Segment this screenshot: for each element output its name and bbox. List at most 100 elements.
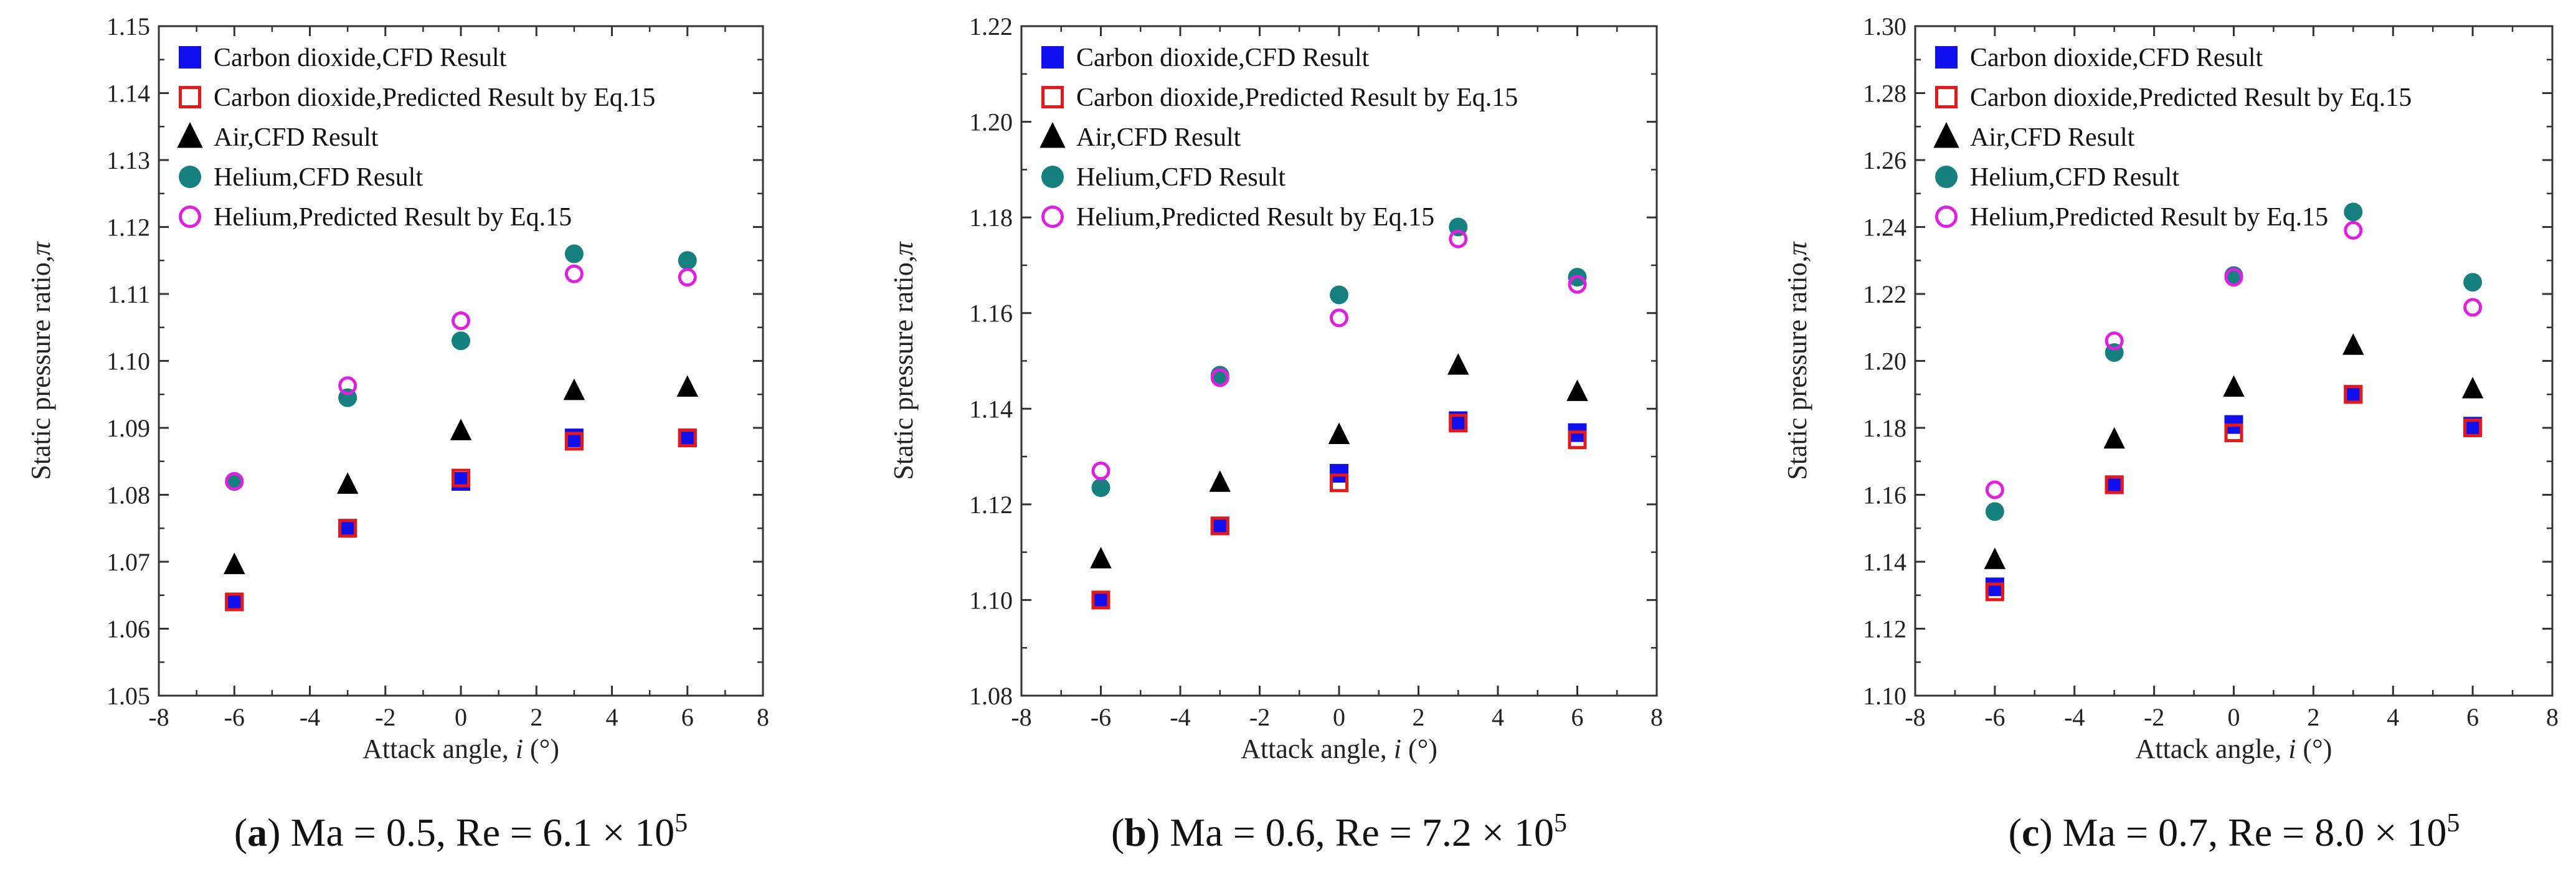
- data-point: [2105, 331, 2124, 351]
- x-tick-label: 0: [1333, 703, 1345, 731]
- data-point: [2223, 375, 2245, 397]
- data-point: [564, 264, 584, 283]
- x-tick-label: -4: [1170, 703, 1190, 731]
- data-point: [1568, 275, 1587, 294]
- x-tick-label: 6: [681, 703, 694, 731]
- legend-marker: [177, 121, 203, 148]
- series-4: [1091, 229, 1587, 481]
- x-axis-title: Attack angle, i (°): [1241, 734, 1437, 764]
- series-2: [224, 375, 698, 574]
- data-point: [1328, 422, 1350, 445]
- y-tick-label: 1.28: [1863, 80, 1906, 108]
- series-1: [1985, 385, 2483, 602]
- legend-marker: [1041, 46, 1064, 69]
- x-tick-label: 4: [1492, 703, 1504, 731]
- x-tick-label: -8: [148, 703, 169, 731]
- data-point: [1210, 516, 1229, 536]
- x-tick-label: -6: [224, 703, 245, 731]
- data-point: [2103, 427, 2125, 449]
- data-point: [564, 244, 584, 263]
- x-tick-label: 8: [2546, 703, 2559, 731]
- legend-entry: Carbon dioxide,CFD Result: [1076, 44, 1369, 72]
- y-tick-label: 1.22: [1863, 280, 1906, 308]
- series-1: [225, 428, 697, 612]
- x-tick-label: 8: [1650, 703, 1663, 731]
- y-tick-label: 1.10: [1863, 682, 1906, 710]
- data-point: [1330, 308, 1348, 328]
- legend-entry: Carbon dioxide,Predicted Result by Eq.15: [1076, 83, 1518, 112]
- data-point: [1090, 547, 1112, 569]
- data-point: [1449, 229, 1468, 248]
- data-point: [2463, 273, 2483, 292]
- y-tick-label: 1.14: [107, 80, 150, 108]
- series-2: [1984, 333, 2484, 569]
- data-point: [1330, 473, 1348, 493]
- data-point: [2463, 298, 2483, 317]
- x-tick-label: 8: [757, 703, 769, 731]
- x-tick-label: 2: [1413, 703, 1425, 731]
- panel-caption: (c) Ma = 0.7, Re = 8.0 × 105: [2009, 809, 2460, 854]
- data-point: [2463, 419, 2483, 437]
- y-tick-label: 1.20: [1863, 348, 1906, 376]
- data-point: [676, 375, 698, 397]
- x-tick-label: -8: [1905, 703, 1925, 731]
- data-point: [338, 376, 358, 395]
- y-tick-label: 1.08: [969, 682, 1013, 710]
- legend-marker: [179, 206, 201, 228]
- data-point: [224, 552, 245, 574]
- x-tick-label: -2: [1249, 703, 1270, 731]
- y-tick-label: 1.05: [107, 682, 150, 710]
- data-point: [678, 428, 697, 448]
- legend-entry: Helium,Predicted Result by Eq.15: [214, 203, 572, 232]
- y-tick-label: 1.13: [107, 146, 150, 174]
- y-tick-label: 1.16: [969, 300, 1013, 328]
- y-tick-label: 1.18: [969, 204, 1013, 232]
- y-axis-title: Static pressure ratio,π: [1782, 240, 1812, 480]
- series-2: [1090, 353, 1588, 569]
- data-point: [225, 472, 244, 491]
- data-point: [1985, 502, 2004, 521]
- legend-marker: [1041, 166, 1064, 188]
- data-point: [1985, 582, 2004, 602]
- series-1: [1091, 414, 1587, 610]
- data-point: [1566, 379, 1588, 401]
- data-point: [678, 268, 697, 287]
- legend-entry: Carbon dioxide,CFD Result: [1970, 44, 2263, 72]
- x-tick-label: 6: [1571, 703, 1584, 731]
- x-tick-label: -8: [1011, 703, 1031, 731]
- legend-entry: Helium,CFD Result: [214, 163, 423, 192]
- data-point: [452, 468, 470, 488]
- legend-marker: [1041, 206, 1064, 228]
- y-tick-label: 1.11: [107, 280, 150, 308]
- y-axis-title: Static pressure ratio,π: [888, 240, 919, 480]
- y-tick-label: 1.16: [1863, 481, 1906, 509]
- data-point: [563, 378, 585, 400]
- y-tick-label: 1.12: [969, 491, 1013, 519]
- x-tick-label: 2: [530, 703, 542, 731]
- y-tick-label: 1.24: [1863, 214, 1906, 242]
- x-tick-label: 4: [2387, 703, 2399, 731]
- y-tick-label: 1.07: [107, 548, 150, 576]
- x-tick-label: -2: [2144, 703, 2164, 731]
- x-tick-label: 6: [2466, 703, 2479, 731]
- legend-marker: [1935, 86, 1958, 108]
- legend-entry: Carbon dioxide,Predicted Result by Eq.15: [1970, 83, 2412, 112]
- y-tick-label: 1.30: [1863, 12, 1906, 40]
- data-point: [2105, 475, 2124, 494]
- legend: Carbon dioxide,CFD Result Carbon dioxide,…: [177, 44, 655, 232]
- legend-entry: Helium,Predicted Result by Eq.15: [1076, 203, 1434, 232]
- data-point: [450, 419, 472, 440]
- legend-marker: [1935, 206, 1958, 228]
- data-point: [2342, 333, 2364, 355]
- panel-caption: (b) Ma = 0.6, Re = 7.2 × 105: [1111, 809, 1567, 854]
- x-tick-label: -4: [2064, 703, 2085, 731]
- legend-marker: [1933, 121, 1959, 148]
- data-point: [338, 519, 358, 538]
- data-point: [1209, 470, 1231, 492]
- x-tick-label: -6: [1091, 703, 1111, 731]
- data-point: [1447, 353, 1469, 375]
- legend-entry: Helium,CFD Result: [1076, 163, 1286, 192]
- data-point: [1985, 480, 2004, 499]
- data-point: [1091, 590, 1110, 610]
